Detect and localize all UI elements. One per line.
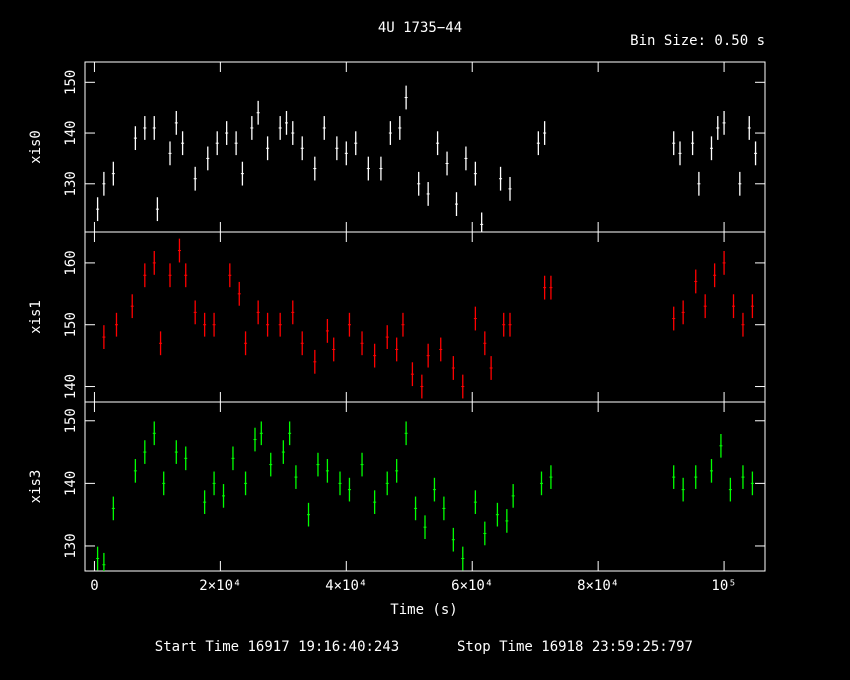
x-tick-label: 6×10⁴ — [451, 578, 493, 594]
y-axis-label-xis0: xis0 — [28, 130, 44, 164]
stop-time-label: Stop Time 16918 23:59:25:797 — [457, 639, 693, 655]
chart-title: 4U 1735−44 — [378, 20, 462, 36]
y-tick-label-xis0: 150 — [63, 70, 79, 95]
x-tick-label: 4×10⁴ — [325, 578, 367, 594]
y-tick-label-xis1: 160 — [63, 250, 79, 275]
panel-frame-xis3 — [84, 401, 766, 572]
y-axis-label-xis1: xis1 — [28, 300, 44, 334]
y-tick-label-xis3: 150 — [63, 408, 79, 433]
y-tick-label-xis3: 130 — [63, 533, 79, 558]
y-tick-label-xis0: 130 — [63, 171, 79, 196]
y-tick-label-xis1: 140 — [63, 374, 79, 399]
y-tick-label-xis0: 140 — [63, 120, 79, 145]
x-tick-label: 10⁵ — [711, 578, 736, 594]
x-tick-label: 8×10⁴ — [577, 578, 619, 594]
panel-frame-xis1 — [84, 231, 766, 403]
start-time-label: Start Time 16917 19:16:40:243 — [155, 639, 399, 655]
x-axis-label: Time (s) — [390, 602, 457, 618]
x-tick-label: 0 — [90, 578, 98, 594]
x-tick-label: 2×10⁴ — [199, 578, 241, 594]
panel-frame-xis0 — [84, 61, 766, 233]
y-axis-label-xis3: xis3 — [28, 470, 44, 504]
y-tick-label-xis1: 150 — [63, 312, 79, 337]
y-tick-label-xis3: 140 — [63, 471, 79, 496]
bin-size-label: Bin Size: 0.50 s — [630, 33, 765, 49]
